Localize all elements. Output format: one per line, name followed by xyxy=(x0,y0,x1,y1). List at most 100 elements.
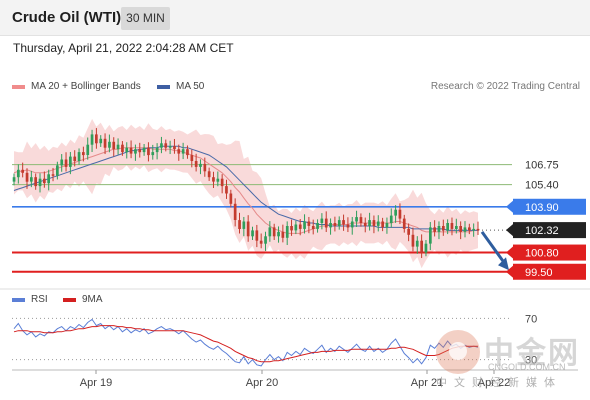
grid-layer xyxy=(0,288,590,371)
interval-badge[interactable]: 30 MIN xyxy=(121,7,170,30)
resistance-label-pointer xyxy=(506,200,513,213)
candle xyxy=(233,198,237,227)
support-label-pointer xyxy=(506,246,513,259)
candle-body xyxy=(298,224,302,229)
candle xyxy=(121,141,124,156)
candle-body xyxy=(173,146,176,150)
time-tick-label: Apr 21 xyxy=(411,377,443,389)
candle xyxy=(25,168,29,189)
candle xyxy=(307,216,311,234)
candle-body xyxy=(168,146,172,148)
candle-body xyxy=(307,221,311,226)
candle-body xyxy=(437,226,441,232)
candle xyxy=(77,148,81,165)
candle xyxy=(116,138,120,155)
resistance-label: 103.90 xyxy=(525,202,559,214)
candle xyxy=(316,219,319,233)
candle xyxy=(272,223,276,240)
candle-body xyxy=(199,163,202,167)
candle xyxy=(246,215,250,242)
candle-body xyxy=(151,152,155,156)
candle xyxy=(324,211,328,233)
candle xyxy=(34,173,37,190)
candle-body xyxy=(242,221,246,229)
candle-body xyxy=(194,161,198,167)
legend-ma50: MA 50 xyxy=(157,81,204,92)
candle-body xyxy=(82,152,85,156)
candle-body xyxy=(420,240,423,253)
candle-body xyxy=(320,218,324,223)
candle xyxy=(472,223,475,237)
candle xyxy=(455,218,458,234)
candle-body xyxy=(255,230,259,241)
legend-rsi-label: RSI xyxy=(31,294,48,305)
candle-body xyxy=(177,149,181,154)
candle-body xyxy=(30,177,33,182)
forecast-arrow-head xyxy=(498,257,509,271)
ma50-line xyxy=(13,145,478,231)
candle-body xyxy=(86,144,90,155)
candle-body xyxy=(164,143,168,148)
time-tick-label: Apr 19 xyxy=(80,377,112,389)
candle xyxy=(320,213,324,230)
candle xyxy=(251,226,254,240)
price-level-labels: 106.75 105.40 103.90 102.32 100.80 99.50 xyxy=(506,160,586,280)
candle-body xyxy=(402,218,406,229)
candle-body xyxy=(251,230,254,237)
candle xyxy=(402,214,406,233)
candle-body xyxy=(376,221,380,226)
candle xyxy=(30,170,33,188)
candle xyxy=(164,139,168,152)
candle xyxy=(255,224,259,248)
candle xyxy=(134,144,137,161)
candle-body xyxy=(442,226,445,231)
support-label: 99.50 xyxy=(525,267,553,279)
candle xyxy=(342,214,345,231)
candle xyxy=(446,219,449,235)
watermark-logo-icon xyxy=(436,330,480,374)
candle-body xyxy=(121,144,124,153)
rsi-line xyxy=(13,318,479,367)
candle xyxy=(151,144,155,160)
candle xyxy=(385,217,389,234)
rsi-9ma-line xyxy=(13,325,478,363)
candle-body xyxy=(333,223,337,226)
candle-body xyxy=(21,169,24,173)
candle-body xyxy=(99,138,103,144)
candle xyxy=(168,140,172,155)
candle xyxy=(368,212,371,231)
candle-body xyxy=(38,178,42,187)
candle xyxy=(138,142,142,158)
timestamp: Thursday, April 21, 2022 2:04:28 AM CET xyxy=(13,41,234,55)
candle-body xyxy=(229,193,233,204)
candle xyxy=(285,221,289,246)
candle-body xyxy=(329,223,332,228)
candlestick-layer xyxy=(12,128,480,259)
candle xyxy=(60,154,64,172)
candle xyxy=(155,143,159,160)
candle xyxy=(294,220,298,235)
candle xyxy=(199,159,202,175)
time-axis: Apr 19 Apr 20 Apr 21 Apr 22 xyxy=(80,370,510,389)
pivot-label-box xyxy=(513,222,586,239)
candle-body xyxy=(285,226,289,238)
rsi-swatch xyxy=(12,297,25,302)
candle xyxy=(220,174,224,194)
candle-body xyxy=(51,174,55,176)
resistance-label-box xyxy=(513,198,586,215)
candle xyxy=(95,128,98,149)
candle-body xyxy=(303,221,306,229)
candle-body xyxy=(450,223,454,229)
legend-bollinger-label: MA 20 + Bollinger Bands xyxy=(31,81,141,92)
candle xyxy=(311,219,315,235)
candle-body xyxy=(155,147,159,153)
candle xyxy=(207,167,211,181)
watermark-name: 中金网 xyxy=(484,336,580,371)
candle xyxy=(372,215,376,234)
candle xyxy=(264,231,267,251)
support-label-box xyxy=(513,263,586,280)
candle xyxy=(238,212,241,234)
watermark: 中金网 CNGOLD.COM.CN 中文财经新媒体 xyxy=(436,326,586,392)
candle-body xyxy=(129,147,133,154)
